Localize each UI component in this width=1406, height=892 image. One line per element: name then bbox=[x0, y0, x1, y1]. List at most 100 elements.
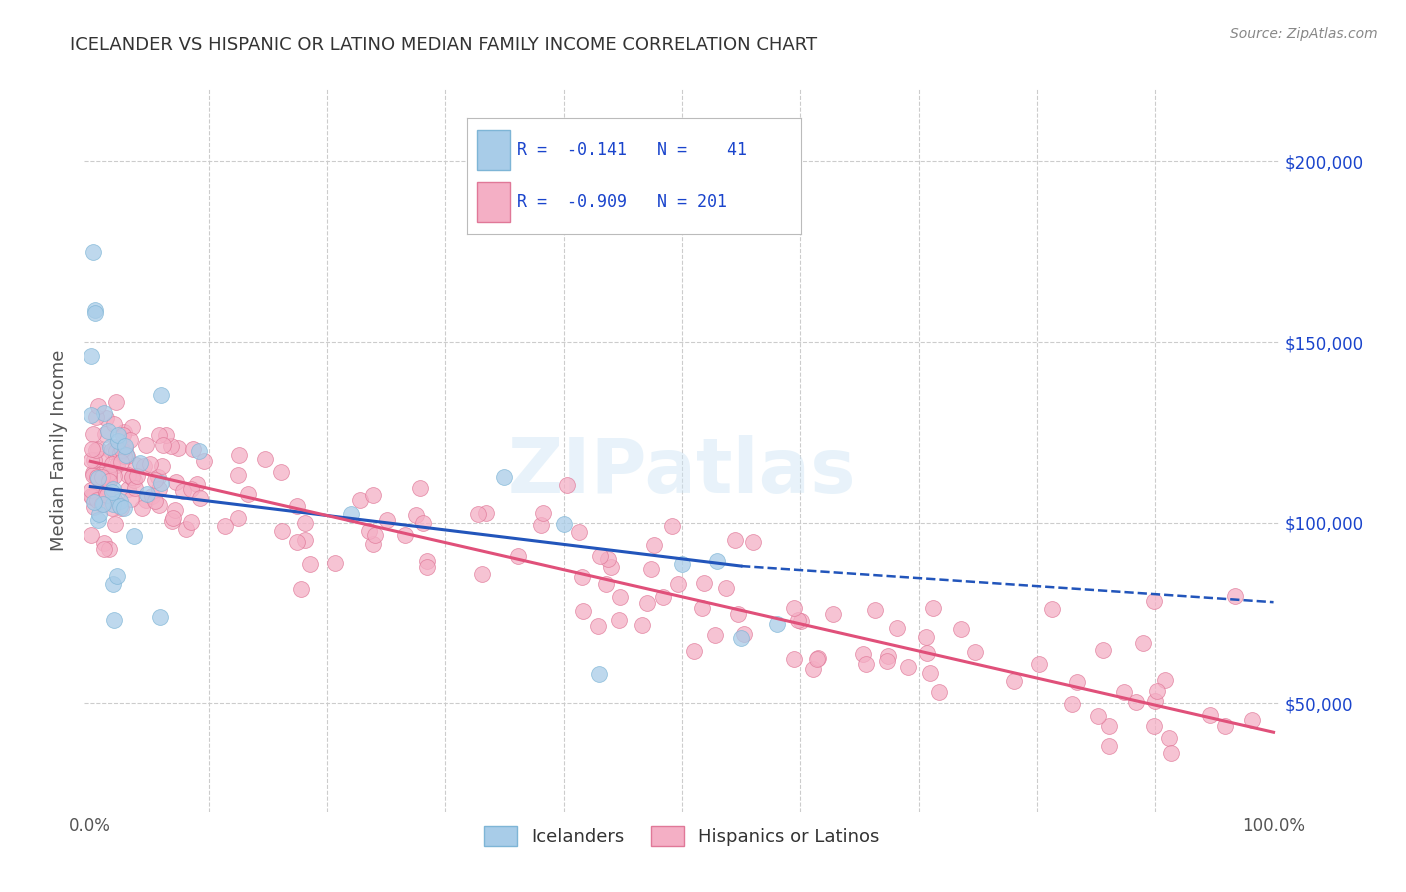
Point bbox=[1098, 739, 1121, 753]
Point bbox=[865, 603, 887, 617]
Point bbox=[107, 434, 129, 448]
Point bbox=[661, 519, 683, 533]
Point bbox=[124, 473, 146, 487]
Point bbox=[104, 516, 127, 531]
Point bbox=[928, 684, 950, 698]
Point bbox=[80, 483, 103, 498]
Point bbox=[166, 441, 188, 455]
Point bbox=[152, 438, 174, 452]
Point bbox=[1062, 697, 1084, 711]
Point bbox=[471, 566, 494, 581]
Point bbox=[90, 469, 112, 483]
Point bbox=[741, 535, 763, 549]
Point bbox=[101, 577, 124, 591]
Point bbox=[138, 457, 160, 471]
Point bbox=[214, 518, 236, 533]
Point bbox=[87, 471, 110, 485]
Point bbox=[666, 577, 689, 591]
Point bbox=[183, 442, 205, 456]
Point bbox=[94, 411, 117, 425]
Point bbox=[357, 524, 380, 538]
Point bbox=[226, 511, 249, 525]
Point bbox=[82, 244, 104, 259]
Point bbox=[87, 507, 110, 521]
Point bbox=[733, 626, 755, 640]
Point bbox=[103, 440, 125, 454]
Point bbox=[87, 442, 110, 456]
Point bbox=[553, 516, 575, 531]
Point bbox=[82, 442, 104, 457]
Point bbox=[588, 667, 610, 681]
Point bbox=[530, 517, 553, 532]
Point bbox=[361, 536, 384, 550]
Point bbox=[394, 528, 416, 542]
Point bbox=[1002, 674, 1025, 689]
Point bbox=[131, 500, 153, 515]
Point bbox=[148, 499, 170, 513]
Point bbox=[124, 458, 146, 472]
Point bbox=[693, 576, 716, 591]
Point bbox=[652, 590, 675, 604]
Point bbox=[112, 501, 135, 516]
Point bbox=[117, 467, 139, 482]
Point bbox=[86, 493, 108, 508]
Point bbox=[80, 349, 103, 363]
Text: ZIPatlas: ZIPatlas bbox=[508, 435, 856, 509]
Point bbox=[228, 448, 250, 462]
Point bbox=[1112, 684, 1135, 698]
Point bbox=[783, 600, 806, 615]
Point bbox=[294, 516, 316, 530]
Point bbox=[172, 484, 194, 499]
Point bbox=[876, 654, 898, 668]
Point bbox=[765, 616, 787, 631]
Point bbox=[409, 481, 432, 495]
Point bbox=[90, 451, 112, 466]
Point bbox=[1225, 589, 1247, 603]
Point bbox=[1159, 731, 1181, 745]
Point bbox=[1092, 642, 1115, 657]
Point bbox=[165, 503, 187, 517]
Point bbox=[567, 525, 589, 540]
Point bbox=[160, 439, 183, 453]
Point bbox=[1160, 746, 1182, 760]
Point bbox=[1087, 709, 1109, 723]
Point bbox=[148, 482, 170, 496]
Point bbox=[96, 486, 118, 500]
Point bbox=[323, 556, 346, 570]
Point bbox=[1132, 636, 1154, 650]
Point bbox=[920, 666, 942, 681]
Point bbox=[87, 513, 110, 527]
Point bbox=[1213, 719, 1236, 733]
Point bbox=[82, 467, 104, 482]
Point bbox=[821, 607, 844, 621]
Point bbox=[963, 645, 986, 659]
Point bbox=[165, 475, 187, 489]
Point bbox=[83, 303, 105, 318]
Point bbox=[915, 646, 938, 660]
Point bbox=[807, 650, 830, 665]
Point bbox=[922, 601, 945, 615]
Point bbox=[84, 410, 107, 425]
Text: Source: ZipAtlas.com: Source: ZipAtlas.com bbox=[1230, 27, 1378, 41]
Point bbox=[90, 468, 112, 483]
Point bbox=[1125, 695, 1147, 709]
Point bbox=[806, 652, 828, 666]
Point bbox=[706, 554, 728, 568]
Point bbox=[110, 500, 132, 515]
Point bbox=[83, 495, 105, 509]
Point bbox=[121, 420, 143, 434]
Point bbox=[98, 474, 121, 488]
Point bbox=[82, 466, 104, 480]
Y-axis label: Median Family Income: Median Family Income bbox=[51, 350, 69, 551]
Point bbox=[91, 465, 114, 479]
Point bbox=[636, 596, 658, 610]
Point bbox=[121, 470, 143, 484]
Point bbox=[188, 491, 211, 505]
Point bbox=[98, 470, 121, 484]
Point bbox=[238, 487, 260, 501]
Point bbox=[103, 469, 125, 483]
Point bbox=[589, 549, 612, 564]
Point bbox=[467, 507, 489, 521]
Point bbox=[87, 399, 110, 413]
Point bbox=[80, 490, 103, 504]
